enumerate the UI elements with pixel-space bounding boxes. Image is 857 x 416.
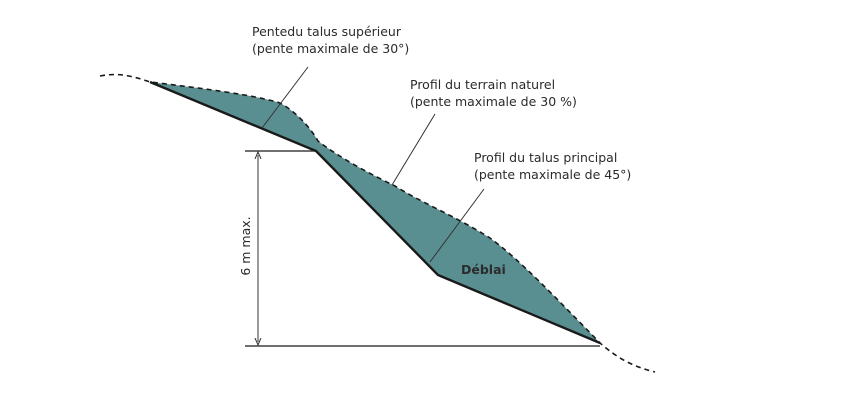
main-slope-leader bbox=[429, 188, 485, 263]
height-dimension-label: 6 m max. bbox=[238, 216, 253, 275]
cut-area-label: Déblai bbox=[461, 262, 506, 277]
cut-region bbox=[150, 82, 600, 343]
upper-slope-label-line2: (pente maximale de 30°) bbox=[252, 41, 409, 56]
main-slope-label-line1: Profil du talus principal bbox=[474, 150, 617, 165]
natural-terrain-label-line1: Profil du terrain naturel bbox=[410, 77, 555, 92]
main-slope-label-line2: (pente maximale de 45°) bbox=[474, 167, 631, 182]
upper-slope-leader bbox=[261, 66, 309, 129]
natural-terrain-label-line2: (pente maximale de 30 %) bbox=[410, 94, 577, 109]
upper-slope-label-line1: Pentedu talus supérieur bbox=[252, 24, 402, 39]
excavated-profile-line bbox=[149, 80, 601, 345]
natural-terrain-line bbox=[99, 73, 656, 373]
natural-terrain-leader bbox=[391, 113, 436, 186]
